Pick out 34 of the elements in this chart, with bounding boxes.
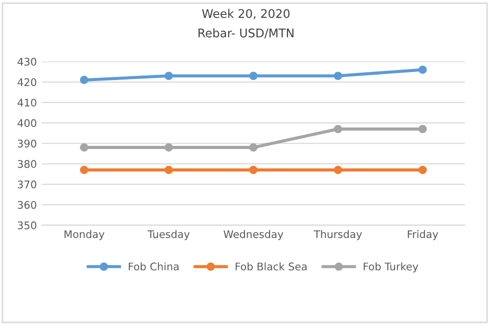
chart-subtitle: Rebar- USD/MTN (198, 28, 294, 38)
legend-label: Fob Turkey (364, 262, 418, 272)
point (80, 76, 88, 84)
point (418, 166, 427, 174)
point (80, 143, 88, 152)
point (418, 124, 427, 134)
point (164, 72, 173, 80)
y-tick-label: 410 (18, 98, 36, 107)
x-tick-label: Tuesday (148, 230, 190, 240)
point (334, 166, 342, 174)
y-tick-label: 380 (18, 160, 36, 168)
legend-label: Fob Black Sea (236, 262, 307, 270)
point (164, 143, 173, 152)
point (334, 72, 342, 80)
point (334, 124, 342, 134)
point (249, 143, 258, 152)
y-tick-label: 420 (18, 78, 36, 86)
y-tick-label: 400 (18, 119, 36, 128)
point (164, 166, 173, 174)
y-tick-label: 350 (18, 221, 36, 230)
point (418, 66, 427, 74)
y-tick-label: 360 (18, 200, 36, 209)
point (249, 72, 258, 80)
x-tick-label: Monday (64, 230, 104, 240)
point (249, 166, 258, 174)
y-tick-label: 390 (18, 140, 36, 148)
y-tick-label: 430 (18, 58, 36, 66)
y-tick-label: 370 (18, 180, 36, 188)
legend-label: Fob China (128, 262, 179, 270)
point (80, 166, 88, 174)
chart-title: Week 20, 2020 (202, 8, 290, 20)
x-tick-label: Thursday (314, 230, 362, 240)
x-tick-label: Friday (408, 230, 438, 240)
x-tick-label: Wednesday (224, 230, 284, 240)
